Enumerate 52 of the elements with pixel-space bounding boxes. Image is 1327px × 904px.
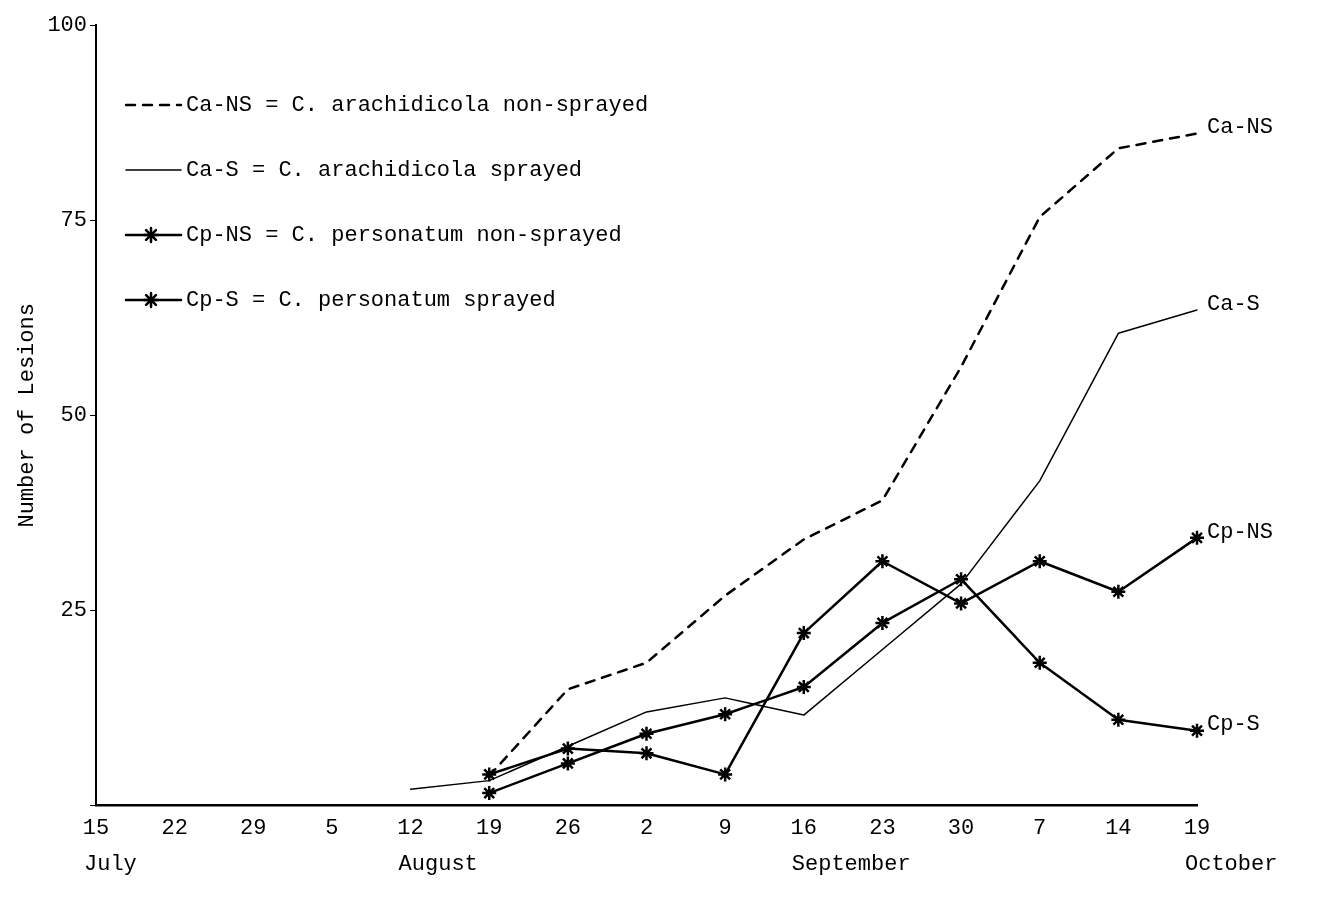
point [716,766,734,783]
x-tick-label: 2 [639,815,654,841]
x-tick-label: 16 [790,815,817,841]
x-tick-label: 19 [1183,815,1211,841]
y-tick-label: 100 [47,12,88,38]
point [1110,583,1127,600]
legend-label: Ca-NS = C. arachidicola non-sprayed [186,92,649,118]
x-tick-label: 7 [1033,815,1047,841]
point [559,740,577,757]
point [638,745,655,762]
point [1031,654,1048,671]
point [1188,529,1206,547]
point [1031,553,1048,570]
legend-label: Cp-S = C. personatum sprayed [186,287,556,313]
x-tick-label: 23 [869,815,896,841]
y-tick-label: 50 [60,403,88,429]
legend-label: Cp-NS = C. personatum non-sprayed [186,222,622,248]
y-tick-label: 75 [60,207,88,233]
point [874,553,891,570]
point [638,725,655,743]
text: July [84,852,137,878]
text: October [1185,852,1278,878]
x-tick-label: 22 [161,815,188,841]
x-tick-label: 26 [554,815,582,841]
point [795,624,813,642]
point [480,784,498,802]
text: Cp-NS [1207,519,1274,545]
y-axis-title: Number of Lesions [15,303,41,528]
point [1110,711,1127,728]
x-tick-label: 30 [947,815,975,841]
x-tick-label: 12 [397,815,424,841]
point [559,755,577,772]
point [716,706,734,723]
x-tick-label: 15 [82,815,110,841]
text: September [791,852,911,878]
x-tick-label: 5 [325,815,339,841]
text: Ca-S [1207,291,1260,317]
text: August [398,852,478,878]
point [952,570,970,588]
x-tick-label: 14 [1105,815,1132,841]
text: Cp-S [1207,712,1260,738]
point [480,766,498,783]
y-tick-label: 25 [60,598,88,624]
point [952,595,970,612]
x-tick-label: 29 [240,815,267,841]
text: Ca-NS [1207,115,1274,141]
point [874,614,891,632]
point [1188,722,1206,739]
point [795,678,813,696]
x-tick-label: 9 [718,815,732,841]
legend-label: Ca-S = C. arachidicola sprayed [186,157,583,183]
x-tick-label: 19 [476,815,503,841]
